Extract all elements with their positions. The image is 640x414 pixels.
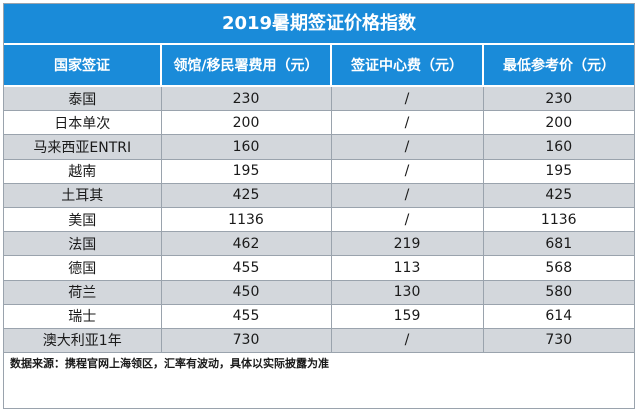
table-title: 2019暑期签证价格指数 (4, 4, 634, 45)
center-fee-cell: / (331, 110, 484, 136)
consulate-fee-cell: 195 (161, 159, 332, 184)
country-cell: 澳大利亚1年 (4, 328, 162, 354)
consulate-fee-cell: 200 (161, 110, 332, 136)
country-cell: 越南 (4, 159, 162, 184)
table-row: 马来西亚ENTRI 160/160 (4, 134, 634, 160)
data-source-note: 数据来源：携程官网上海领区，汇率有波动，具体以实际披露为准 (4, 353, 634, 376)
table-row: 澳大利亚1年 730/730 (4, 328, 634, 354)
header-row: 国家签证 领馆/移民署费用（元） 签证中心费（元） 最低参考价（元） (4, 45, 634, 87)
header-consulate-fee: 领馆/移民署费用（元） (161, 45, 332, 87)
min-price-cell: 195 (483, 159, 634, 184)
header-country: 国家签证 (4, 45, 162, 87)
country-cell: 美国 (4, 207, 162, 233)
table-row: 土耳其 425/425 (4, 183, 634, 208)
table-row: 泰国 230/230 (4, 86, 634, 112)
header-min-price: 最低参考价（元） (483, 45, 634, 87)
country-cell: 瑞士 (4, 304, 162, 329)
min-price-cell: 425 (483, 183, 634, 208)
min-price-cell: 1136 (483, 207, 634, 233)
min-price-cell: 730 (483, 328, 634, 354)
table-row: 瑞士 455 159 614 (4, 304, 634, 329)
table-row: 美国 1136/1136 (4, 207, 634, 233)
consulate-fee-cell: 1136 (161, 207, 332, 233)
table-row: 日本单次 200/200 (4, 110, 634, 136)
consulate-fee-cell: 455 (161, 255, 332, 281)
visa-price-table: 国家签证 领馆/移民署费用（元） 签证中心费（元） 最低参考价（元） 泰国 230… (4, 45, 634, 354)
center-fee-cell: / (331, 183, 484, 208)
consulate-fee-cell: 230 (161, 86, 332, 112)
country-cell: 马来西亚ENTRI (4, 134, 162, 160)
center-fee-cell: 130 (331, 280, 484, 305)
country-cell: 法国 (4, 231, 162, 257)
center-fee-cell: 159 (331, 304, 484, 329)
consulate-fee-cell: 730 (161, 328, 332, 354)
center-fee-cell: 113 (331, 255, 484, 281)
consulate-fee-cell: 455 (161, 304, 332, 329)
country-cell: 泰国 (4, 86, 162, 112)
min-price-cell: 681 (483, 231, 634, 257)
country-cell: 土耳其 (4, 183, 162, 208)
min-price-cell: 200 (483, 110, 634, 136)
center-fee-cell: / (331, 328, 484, 354)
header-center-fee: 签证中心费（元） (331, 45, 484, 87)
min-price-cell: 230 (483, 86, 634, 112)
min-price-cell: 614 (483, 304, 634, 329)
min-price-cell: 568 (483, 255, 634, 281)
center-fee-cell: 219 (331, 231, 484, 257)
country-cell: 日本单次 (4, 110, 162, 136)
table-row: 荷兰 450 130 580 (4, 280, 634, 305)
center-fee-cell: / (331, 86, 484, 112)
consulate-fee-cell: 160 (161, 134, 332, 160)
country-cell: 德国 (4, 255, 162, 281)
consulate-fee-cell: 425 (161, 183, 332, 208)
consulate-fee-cell: 450 (161, 280, 332, 305)
min-price-cell: 160 (483, 134, 634, 160)
visa-price-table-card: 2019暑期签证价格指数 国家签证 领馆/移民署费用（元） 签证中心费（元） 最… (3, 3, 635, 409)
center-fee-cell: / (331, 134, 484, 160)
table-body: 泰国 230/230 日本单次 200/200 马来西亚ENTRI 160/160 越南 19… (4, 86, 634, 354)
center-fee-cell: / (331, 159, 484, 184)
country-cell: 荷兰 (4, 280, 162, 305)
table-row: 法国 462 219 681 (4, 231, 634, 257)
table-row: 德国 455 113 568 (4, 255, 634, 281)
center-fee-cell: / (331, 207, 484, 233)
table-row: 越南 195/195 (4, 159, 634, 184)
consulate-fee-cell: 462 (161, 231, 332, 257)
min-price-cell: 580 (483, 280, 634, 305)
